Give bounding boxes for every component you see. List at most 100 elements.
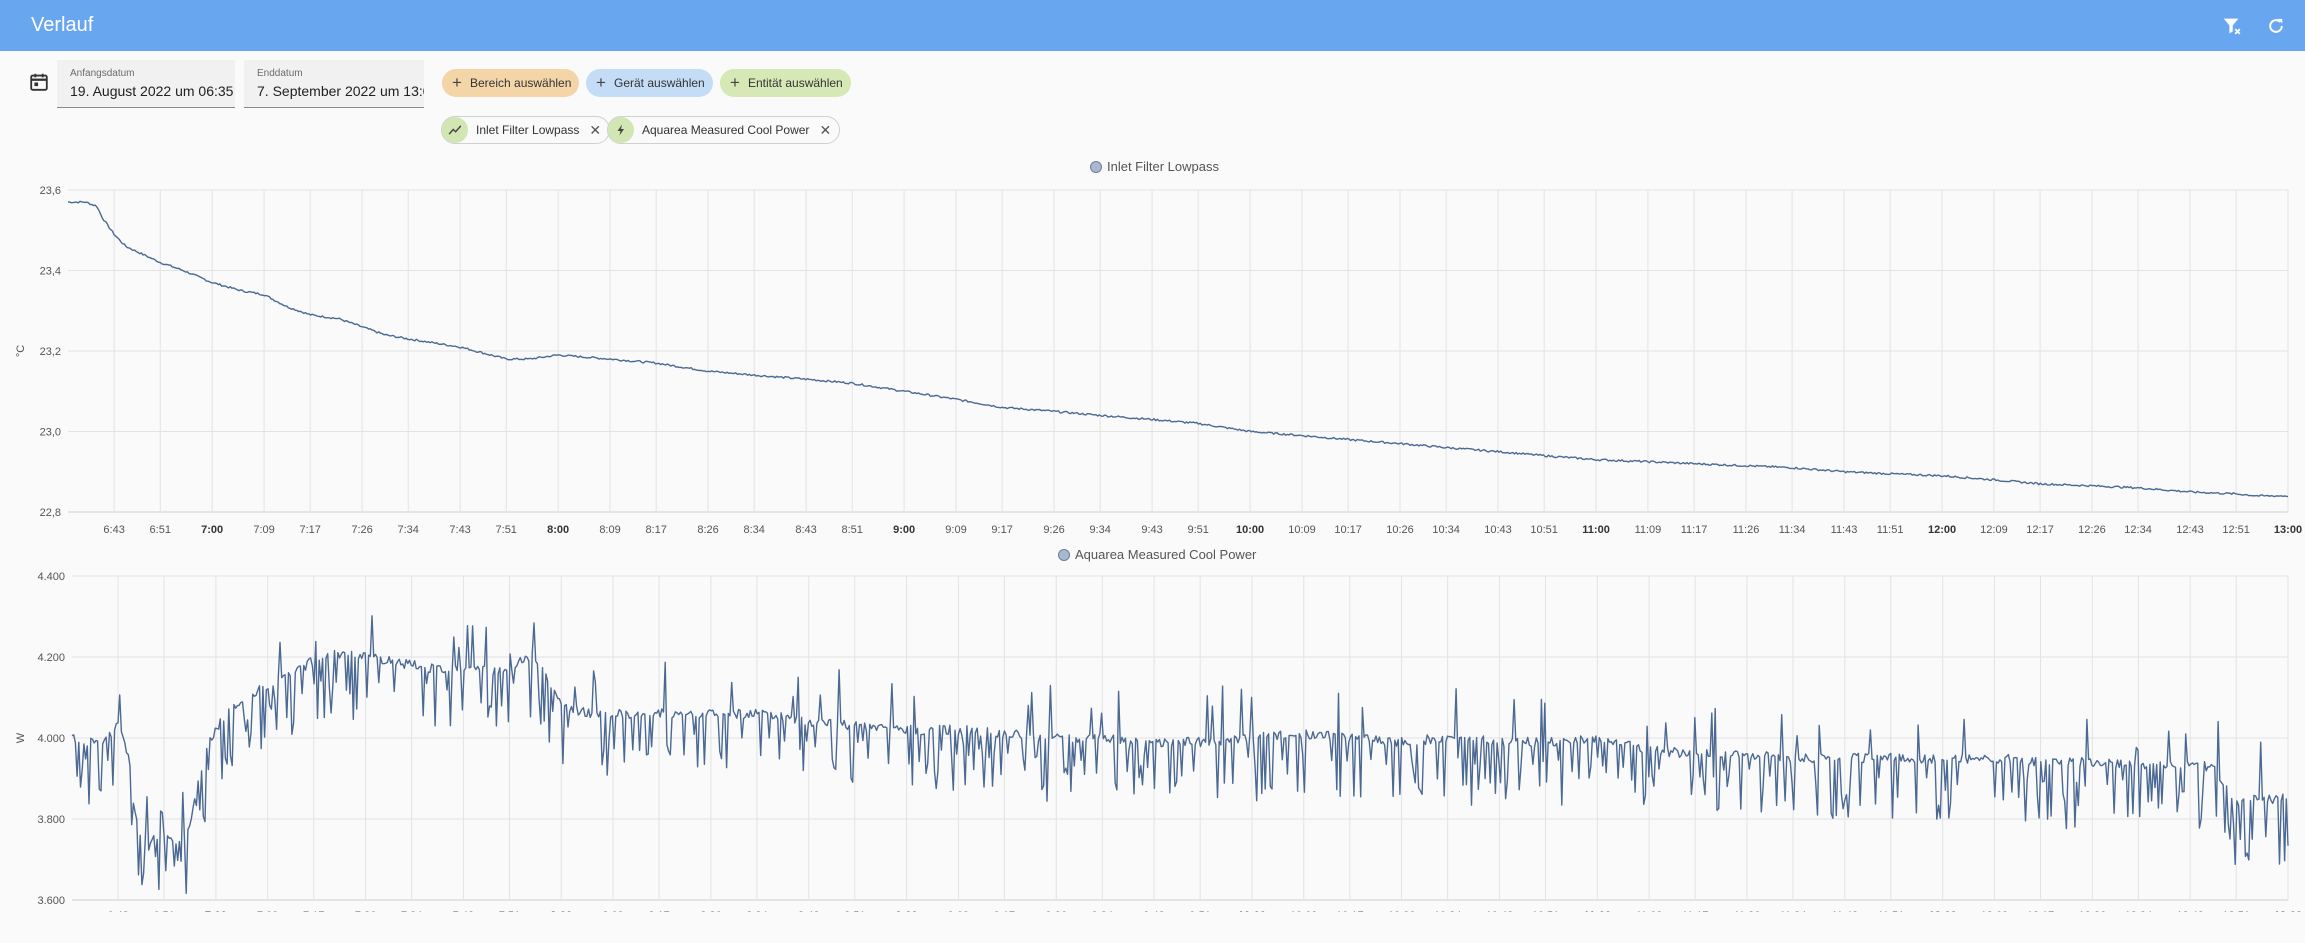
- chart-line-icon: [442, 117, 468, 143]
- add-area-button[interactable]: + Bereich auswählen: [442, 69, 579, 97]
- series-line: [67, 200, 2289, 498]
- x-tick-label: 11:09: [1636, 910, 1663, 912]
- x-tick-label: 10:26: [1388, 910, 1416, 912]
- x-tick-label: 7:34: [401, 910, 422, 912]
- x-tick-label: 10:43: [1486, 910, 1514, 912]
- x-tick-label: 12:26: [2079, 910, 2107, 912]
- x-tick-label: 13:00: [2274, 910, 2302, 912]
- y-axis-label: °C: [15, 345, 27, 357]
- y-tick-label: 23,0: [40, 427, 61, 439]
- plus-icon: +: [452, 73, 462, 92]
- x-tick-label: 9:17: [994, 910, 1015, 912]
- calendar-icon[interactable]: [28, 71, 50, 93]
- x-tick-label: 6:51: [150, 524, 171, 536]
- remove-entity-icon[interactable]: ✕: [819, 121, 832, 138]
- x-tick-label: 9:26: [1046, 910, 1067, 912]
- end-date-field[interactable]: Enddatum 7. September 2022 um 13:00: [244, 60, 424, 108]
- x-tick-label: 12:34: [2124, 524, 2152, 536]
- selected-entity-chip[interactable]: Aquarea Measured Cool Power ✕: [607, 116, 841, 144]
- x-tick-label: 8:26: [700, 910, 721, 912]
- legend-swatch: [1090, 160, 1102, 173]
- x-tick-label: 11:34: [1779, 524, 1806, 536]
- x-tick-label: 9:00: [893, 524, 915, 536]
- x-tick-label: 8:51: [844, 910, 865, 912]
- entity-label: Aquarea Measured Cool Power: [642, 123, 810, 137]
- x-tick-label: 10:26: [1386, 524, 1414, 536]
- y-tick-label: 23,2: [40, 346, 61, 358]
- x-tick-label: 9:17: [991, 524, 1012, 536]
- legend-label: Aquarea Measured Cool Power: [1075, 547, 1257, 562]
- add-entity-button[interactable]: + Entität auswählen: [720, 69, 851, 97]
- add-device-label: Gerät auswählen: [614, 76, 705, 90]
- x-tick-label: 11:00: [1584, 910, 1612, 912]
- x-tick-label: 11:51: [1877, 910, 1904, 912]
- legend-swatch: [1058, 548, 1070, 561]
- x-tick-label: 12:43: [2176, 910, 2204, 912]
- y-tick-label: 4.200: [37, 652, 65, 664]
- x-tick-label: 12:51: [2222, 910, 2250, 912]
- x-tick-label: 9:00: [896, 910, 918, 912]
- x-tick-label: 12:34: [2125, 910, 2153, 912]
- x-tick-label: 10:34: [1432, 524, 1460, 536]
- app-header: Verlauf: [0, 0, 2305, 51]
- page-title: Verlauf: [31, 14, 94, 36]
- x-tick-label: 8:34: [743, 524, 764, 536]
- plus-icon: +: [730, 73, 740, 92]
- x-tick-label: 11:17: [1681, 524, 1708, 536]
- x-tick-label: 12:51: [2222, 524, 2250, 536]
- x-tick-label: 10:09: [1290, 910, 1318, 912]
- end-date-label: Enddatum: [257, 68, 303, 79]
- x-tick-label: 7:51: [499, 910, 520, 912]
- add-device-button[interactable]: + Gerät auswählen: [586, 69, 713, 97]
- y-axis-label: W: [15, 732, 27, 743]
- y-tick-label: 3.600: [37, 895, 65, 907]
- x-tick-label: 11:00: [1582, 524, 1610, 536]
- x-tick-label: 12:09: [1981, 910, 2009, 912]
- x-tick-label: 7:26: [355, 910, 376, 912]
- y-tick-label: 22,8: [40, 507, 61, 519]
- x-tick-label: 9:34: [1092, 910, 1113, 912]
- x-tick-label: 7:17: [303, 910, 324, 912]
- x-tick-label: 10:00: [1236, 524, 1264, 536]
- x-tick-label: 8:17: [648, 910, 669, 912]
- x-tick-label: 12:26: [2078, 524, 2106, 536]
- x-tick-label: 9:09: [945, 524, 966, 536]
- x-tick-label: 8:00: [550, 910, 572, 912]
- flash-icon: [608, 117, 634, 143]
- y-tick-label: 4.000: [37, 733, 65, 745]
- y-tick-label: 23,6: [40, 185, 61, 197]
- chart-legend[interactable]: Aquarea Measured Cool Power: [1058, 547, 1256, 562]
- x-tick-label: 9:43: [1141, 524, 1162, 536]
- y-tick-label: 3.800: [37, 814, 65, 826]
- start-date-field[interactable]: Anfangsdatum 19. August 2022 um 06:35: [57, 60, 235, 108]
- power-chart[interactable]: 3.600 3.800 4.000 4.200 4.400 6:43 6:51 7:00 7:0…: [0, 566, 2305, 912]
- x-tick-label: 11:43: [1831, 910, 1858, 912]
- x-tick-label: 8:09: [599, 524, 620, 536]
- x-tick-label: 12:09: [1980, 524, 2008, 536]
- x-tick-label: 9:51: [1187, 524, 1208, 536]
- add-area-label: Bereich auswählen: [470, 76, 572, 90]
- x-tick-label: 13:00: [2274, 524, 2302, 536]
- chart-legend[interactable]: Inlet Filter Lowpass: [1090, 159, 1219, 174]
- temperature-chart[interactable]: 22,8 23,0 23,2 23,4 23,6 6:43 6:51 7:00 7:09 7:17…: [0, 178, 2305, 540]
- x-tick-label: 10:51: [1530, 524, 1558, 536]
- x-tick-label: 7:51: [496, 524, 517, 536]
- series-line: [71, 615, 2289, 895]
- filter-remove-icon[interactable]: [2219, 13, 2245, 39]
- x-tick-label: 10:17: [1334, 524, 1362, 536]
- x-tick-label: 7:00: [201, 524, 223, 536]
- remove-entity-icon[interactable]: ✕: [589, 121, 602, 138]
- y-tick-label: 4.400: [37, 571, 65, 583]
- x-tick-label: 6:51: [153, 910, 174, 912]
- x-tick-label: 8:00: [547, 524, 569, 536]
- x-tick-label: 10:34: [1434, 910, 1462, 912]
- x-tick-label: 9:34: [1089, 524, 1110, 536]
- refresh-icon[interactable]: [2263, 13, 2289, 39]
- x-tick-label: 12:43: [2176, 524, 2204, 536]
- x-tick-label: 9:51: [1189, 910, 1210, 912]
- x-tick-label: 7:43: [449, 524, 470, 536]
- x-tick-label: 7:26: [351, 524, 372, 536]
- x-tick-label: 11:51: [1877, 524, 1904, 536]
- selected-entity-chip[interactable]: Inlet Filter Lowpass ✕: [441, 116, 611, 144]
- x-tick-label: 12:17: [2026, 524, 2054, 536]
